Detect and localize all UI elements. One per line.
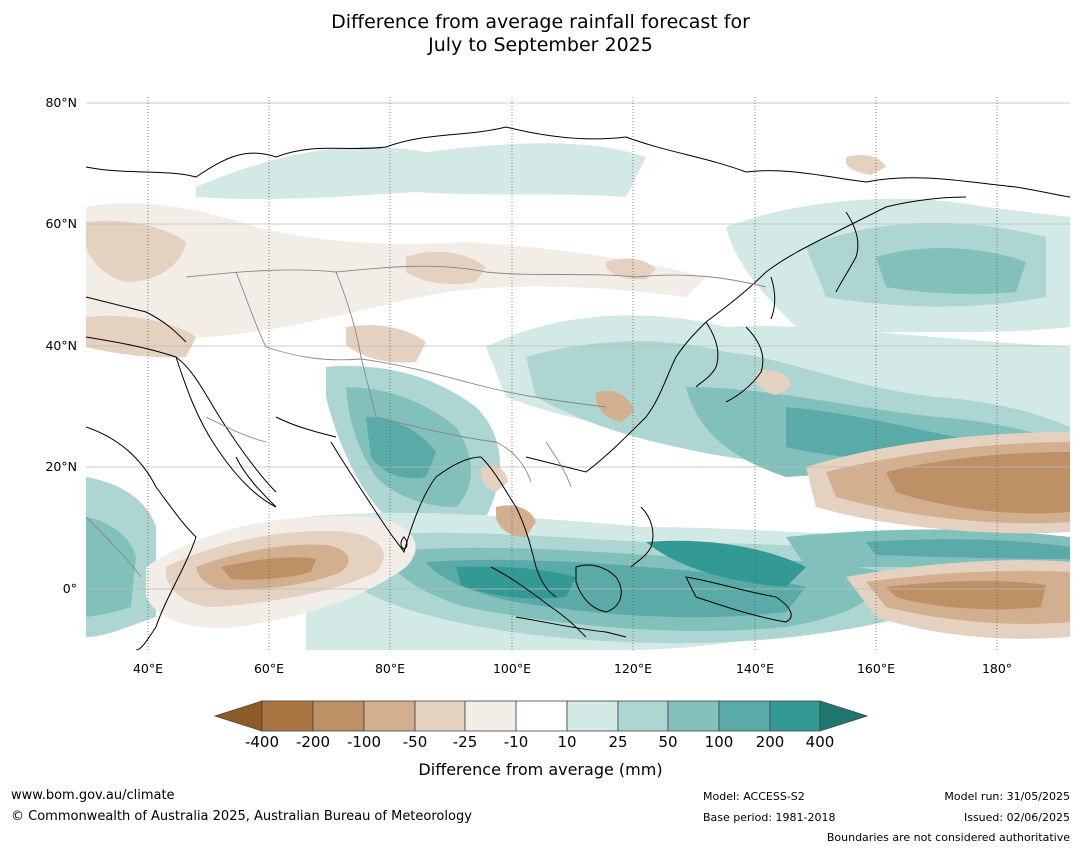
colorbar-bin-6 [515, 700, 568, 732]
colorbar-bin-11 [769, 700, 821, 732]
lon-label-120e: 120°E [613, 661, 652, 676]
colorbar-tick-4: -50 [402, 733, 428, 751]
colorbar-bin-5 [464, 700, 517, 732]
lon-label-160e: 160°E [856, 661, 895, 676]
colorbar-bin-10 [718, 700, 771, 732]
colorbar-bin-7 [566, 700, 619, 732]
model-name: Model: ACCESS-S2 [703, 790, 805, 803]
lat-label-40n: 40°N [45, 338, 77, 353]
lon-label-60e: 60°E [253, 661, 285, 676]
map-title-line1: Difference from average rainfall forecas… [331, 11, 750, 33]
colorbar-tick-3: -100 [346, 733, 382, 751]
lon-label-140e: 140°E [735, 661, 774, 676]
colorbar-tick-5: -25 [452, 733, 478, 751]
colorbar-tick-11: 200 [755, 733, 785, 751]
lat-label-80n: 80°N [45, 95, 77, 110]
rainfall-anomaly-map [86, 97, 1070, 650]
colorbar-extend-low [214, 700, 263, 732]
website-link[interactable]: www.bom.gov.au/climate [11, 788, 175, 803]
colorbar-tick-1: -400 [244, 733, 280, 751]
graticule [86, 102, 1070, 590]
colorbar-tick-8: 25 [608, 733, 628, 751]
lon-label-100e: 100°E [492, 661, 531, 676]
copyright-text: © Commonwealth of Australia 2025, Austra… [11, 809, 472, 824]
issued-date: Issued: 02/06/2025 [963, 811, 1070, 824]
meridians [147, 97, 998, 650]
colorbar-bin-1 [261, 700, 314, 732]
colorbar-tick-9: 50 [658, 733, 678, 751]
map-svg [86, 97, 1070, 650]
colorbar-tick-12: 400 [805, 733, 835, 751]
colorbar [214, 700, 868, 732]
country-boundaries [86, 265, 767, 578]
lon-label-40e: 40°E [132, 661, 164, 676]
lon-label-80e: 80°E [374, 661, 406, 676]
model-run-date: Model run: 31/05/2025 [944, 790, 1070, 803]
colorbar-extend-high [819, 700, 868, 732]
colorbar-tick-6: -10 [503, 733, 529, 751]
colorbar-bin-2 [312, 700, 365, 732]
colorbar-tick-10: 100 [704, 733, 734, 751]
colorbar-bin-8 [617, 700, 669, 732]
colorbar-bin-9 [667, 700, 720, 732]
colorbar-bin-4 [414, 700, 466, 732]
boundaries-note: Boundaries are not considered authoritat… [826, 831, 1070, 844]
colorbar-tick-7: 10 [557, 733, 577, 751]
base-period: Base period: 1981-2018 [703, 811, 836, 824]
map-title-line2: July to September 2025 [428, 34, 653, 56]
lat-label-60n: 60°N [45, 216, 77, 231]
lon-label-180: 180° [981, 661, 1013, 676]
colorbar-title: Difference from average (mm) [418, 760, 663, 779]
colorbar-bin-3 [363, 700, 416, 732]
coastlines [86, 126, 1070, 650]
colorbar-tick-2: -200 [295, 733, 331, 751]
lat-label-0: 0° [62, 581, 77, 596]
lat-label-20n: 20°N [45, 459, 77, 474]
